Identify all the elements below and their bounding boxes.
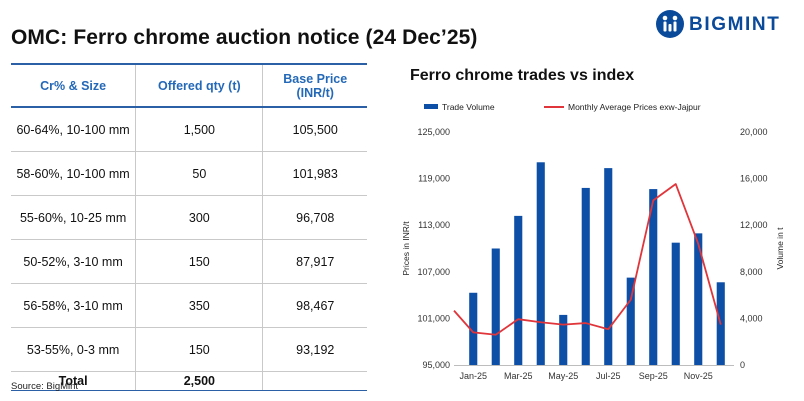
chart-title: Ferro chrome trades vs index — [410, 67, 634, 84]
table-row: 55-60%, 10-25 mm 300 96,708 — [11, 195, 367, 240]
volume-bar — [671, 242, 680, 365]
volume-bar — [559, 314, 568, 365]
right-tick-label: 12,000 — [740, 220, 768, 230]
left-axis-label: Prices in INR/t — [401, 221, 411, 276]
chart-legend: Trade Volume Monthly Average Prices exw-J… — [424, 102, 701, 112]
cell-grade: 58-60%, 10-100 mm — [11, 151, 136, 196]
left-tick-label: 95,000 — [422, 360, 450, 370]
cell-price: 93,192 — [262, 327, 367, 372]
cell-price: 105,500 — [262, 107, 367, 152]
x-tick-label: Jul-25 — [596, 371, 621, 381]
price-line-group — [453, 183, 722, 336]
table-row: 60-64%, 10-100 mm 1,500 105,500 — [11, 107, 367, 152]
volume-bar — [536, 162, 545, 365]
cell-grade: 60-64%, 10-100 mm — [11, 107, 136, 152]
x-tick-label: Nov-25 — [684, 371, 713, 381]
price-line — [453, 183, 722, 336]
volume-bar — [694, 233, 703, 365]
auction-table: Cr% & Size Offered qty (t) Base Price (I… — [11, 63, 367, 391]
bigmint-logo-text: BIGMINT — [689, 14, 781, 35]
cell-qty: 150 — [135, 327, 264, 372]
table-row: 56-58%, 3-10 mm 350 98,467 — [11, 283, 367, 328]
cell-price: 98,467 — [262, 283, 367, 328]
volume-bar — [514, 215, 523, 365]
table-total-row: Total 2,500 — [11, 371, 367, 391]
x-tick-label: Jan-25 — [459, 371, 487, 381]
bigmint-logo: BIGMINT — [655, 9, 795, 39]
total-price — [262, 371, 367, 391]
right-tick-label: 8,000 — [740, 267, 763, 277]
x-tick-label: May-25 — [548, 371, 578, 381]
x-axis-ticks: Jan-25 Mar-25 May-25 Jul-25 Sep-25 Nov-25 — [454, 365, 734, 381]
table-row: 53-55%, 0-3 mm 150 93,192 — [11, 327, 367, 372]
volume-bars — [469, 162, 725, 365]
volume-bar — [469, 292, 478, 365]
trades-vs-index-chart: Ferro chrome trades vs index Trade Volum… — [401, 67, 785, 381]
cell-price: 96,708 — [262, 195, 367, 240]
table-row: 58-60%, 10-100 mm 50 101,983 — [11, 151, 367, 196]
cell-qty: 1,500 — [135, 107, 264, 152]
table-header-row: Cr% & Size Offered qty (t) Base Price (I… — [11, 63, 367, 108]
volume-bar — [649, 189, 658, 365]
cell-price: 87,917 — [262, 239, 367, 284]
cell-grade: 50-52%, 3-10 mm — [11, 239, 136, 284]
cell-grade: 56-58%, 3-10 mm — [11, 283, 136, 328]
cell-qty: 350 — [135, 283, 264, 328]
cell-grade: 53-55%, 0-3 mm — [11, 327, 136, 372]
volume-bar — [604, 168, 613, 365]
header-base-price: Base Price (INR/t) — [262, 63, 367, 108]
page-title: OMC: Ferro chrome auction notice (24 Dec… — [11, 26, 478, 49]
volume-bar — [581, 187, 590, 365]
total-label: Total — [11, 371, 136, 391]
cell-price: 101,983 — [262, 151, 367, 196]
legend-bar-swatch — [424, 104, 438, 109]
cell-qty: 50 — [135, 151, 264, 196]
left-tick-label: 113,000 — [418, 220, 450, 230]
left-tick-label: 119,000 — [418, 174, 450, 184]
table-row: 50-52%, 3-10 mm 150 87,917 — [11, 239, 367, 284]
right-axis-ticks: 0 4,000 8,000 12,000 16,000 20,000 — [740, 127, 768, 370]
cell-grade: 55-60%, 10-25 mm — [11, 195, 136, 240]
left-tick-label: 125,000 — [417, 127, 450, 137]
bigmint-logo-icon — [656, 10, 684, 38]
cell-qty: 150 — [135, 239, 264, 284]
x-tick-label: Mar-25 — [504, 371, 533, 381]
right-axis-label: Volume in t — [775, 227, 785, 270]
volume-bar — [626, 277, 635, 365]
total-qty: 2,500 — [135, 371, 264, 391]
source-note: Source: BigMint — [11, 381, 79, 392]
right-tick-label: 0 — [740, 360, 745, 370]
x-tick-label: Sep-25 — [639, 371, 668, 381]
legend-trade-volume: Trade Volume — [442, 102, 495, 112]
right-tick-label: 16,000 — [740, 174, 768, 184]
legend-monthly-average-price: Monthly Average Prices exw-Jajpur — [568, 102, 701, 112]
left-axis-ticks: 95,000 101,000 107,000 113,000 119,000 125,00… — [417, 127, 450, 370]
left-tick-label: 107,000 — [417, 267, 450, 277]
cell-qty: 300 — [135, 195, 264, 240]
right-tick-label: 4,000 — [740, 313, 763, 323]
header-grade-size: Cr% & Size — [11, 63, 136, 108]
left-tick-label: 101,000 — [417, 313, 450, 323]
right-tick-label: 20,000 — [740, 127, 768, 137]
volume-bar — [491, 248, 500, 365]
header-offered-qty: Offered qty (t) — [135, 63, 264, 108]
